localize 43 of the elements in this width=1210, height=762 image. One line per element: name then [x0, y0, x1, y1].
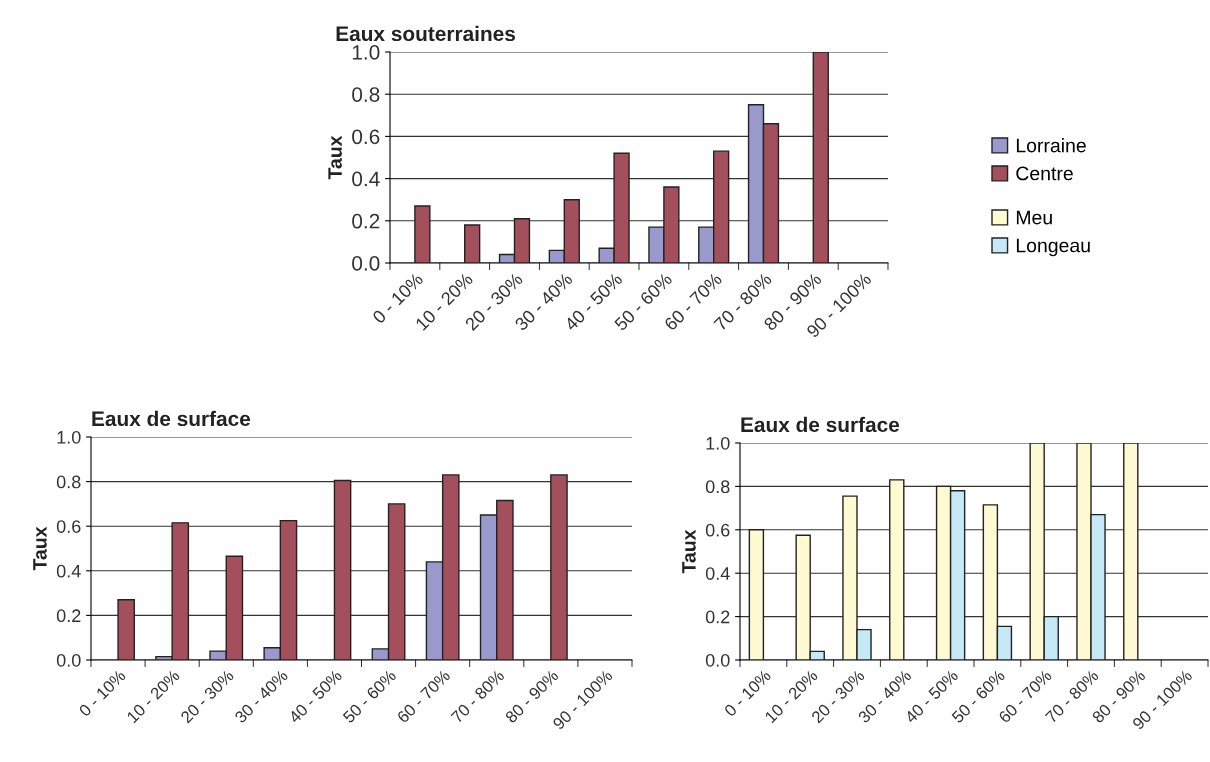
y-tick-label: 0.8 — [56, 475, 81, 489]
x-tick-label: 70 - 80% — [450, 669, 505, 724]
y-tick-label: 0.8 — [705, 480, 730, 494]
y-tick-label: 0.0 — [705, 653, 730, 667]
legend-label: Longeau — [1016, 238, 1090, 257]
y-tick-label: 0.0 — [352, 256, 380, 271]
chart-title: Eaux souterraines — [336, 25, 515, 42]
x-tick-label: 50 - 60% — [342, 669, 397, 724]
x-tick-label: 40 - 50% — [287, 669, 343, 724]
legend-label: Meu — [1016, 210, 1052, 225]
y-tick-label: 0.8 — [352, 87, 380, 102]
bar — [117, 599, 135, 660]
y-axis-title: Taux — [33, 526, 47, 571]
x-tick-label: 60 - 70% — [396, 669, 451, 724]
bar — [748, 529, 765, 660]
y-tick-label: 0.4 — [352, 171, 380, 187]
bar — [889, 479, 905, 660]
bar — [464, 224, 481, 263]
chart-title: Eaux de surface — [741, 416, 900, 433]
y-tick-label: 1.0 — [352, 45, 380, 60]
x-tick-label: 20 - 30% — [179, 669, 235, 724]
y-axis-title: Taux — [328, 135, 342, 180]
bar — [1123, 443, 1139, 660]
bar — [333, 479, 352, 660]
y-tick-label: 0.4 — [56, 564, 81, 578]
y-tick-label: 0.2 — [56, 609, 81, 623]
y-tick-label: 0.4 — [705, 567, 730, 580]
y-tick-label: 0.2 — [352, 213, 380, 229]
y-tick-label: 1.0 — [57, 430, 81, 444]
bar — [812, 52, 829, 263]
y-axis-title: Taux — [682, 529, 696, 574]
legend-label: Centre — [1016, 166, 1073, 181]
bar — [550, 474, 568, 660]
y-tick-label: 0.6 — [56, 520, 81, 533]
y-tick-label: 0.2 — [705, 610, 730, 624]
y-tick-label: 0.6 — [352, 129, 380, 145]
chart-title: Eaux de surface — [92, 410, 251, 427]
y-tick-label: 0.6 — [705, 523, 730, 537]
y-tick-label: 0.0 — [56, 653, 81, 667]
legend-label: Lorraine — [1016, 138, 1086, 153]
bar — [414, 205, 431, 263]
y-tick-label: 1.0 — [706, 436, 730, 450]
x-tick-label: 30 - 40% — [233, 669, 289, 724]
